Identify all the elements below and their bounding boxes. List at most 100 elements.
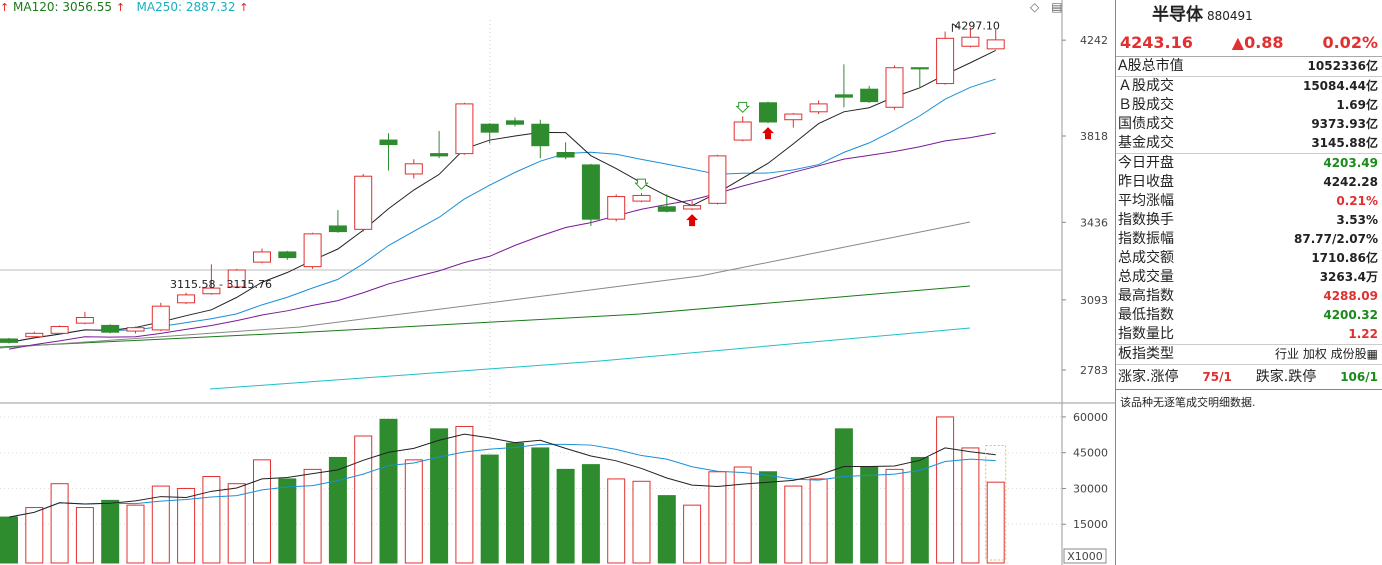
volume-ma10-line [8, 443, 996, 518]
volume-bar [581, 464, 600, 564]
stats-value: 15084.44亿 [1302, 79, 1378, 93]
candle-up [784, 113, 803, 121]
volume-unit-label: X1000 [1067, 550, 1103, 563]
candle-down [0, 338, 18, 343]
candle-up [227, 269, 246, 288]
volume-bar [986, 481, 1005, 564]
volume-bar [733, 466, 752, 564]
volume-bar [75, 507, 94, 564]
stats-row: 指数换手 3.53% [1116, 211, 1382, 230]
price-tick-label: 3093 [1080, 294, 1108, 307]
stats-value: 4203.49 [1323, 156, 1378, 170]
price-tick-label: 3818 [1080, 130, 1108, 143]
tick-data-note: 该品种无逐笔成交明细数据. [1116, 389, 1382, 414]
candle-up [733, 121, 752, 141]
stats-row: 指数量比 1.22 [1116, 325, 1382, 345]
price-tick-label: 3436 [1080, 216, 1108, 229]
stats-value: 1710.86亿 [1311, 251, 1378, 265]
volume-bar [202, 476, 221, 564]
sell-signal-arrow-icon [762, 127, 774, 140]
volume-bar [253, 459, 271, 564]
volume-bar [151, 485, 170, 564]
up-count-value: 75/1 [1202, 370, 1232, 384]
volume-bar [101, 499, 120, 564]
stats-value: 87.77/2.07% [1294, 232, 1378, 246]
volume-bar [834, 428, 853, 564]
price-change-pct: 0.02% [1322, 32, 1378, 52]
volume-bar [506, 442, 524, 564]
volume-bar [809, 478, 828, 564]
volume-bar [0, 516, 18, 564]
stats-row: 总成交额 1710.86亿 [1116, 249, 1382, 268]
candle-up [708, 155, 727, 204]
candle-up [936, 37, 955, 85]
volume-bar [657, 495, 676, 564]
candle-up [75, 316, 94, 324]
candle-down [860, 88, 879, 103]
candle-down [379, 139, 398, 146]
high-annotation: 4297.10 [954, 20, 1000, 33]
candle-down [430, 153, 449, 157]
candle-up [632, 194, 651, 202]
candle-down [531, 123, 550, 147]
up-count-label: 涨家.涨停 [1118, 369, 1179, 385]
plate-type-label: 板指类型 [1118, 346, 1174, 362]
candle-down [101, 324, 120, 333]
candle-down [910, 67, 929, 70]
price-tick-label: 4242 [1080, 34, 1108, 47]
security-title: 半导体 880491 [1116, 0, 1382, 28]
stats-row: 最高指数 4288.09 [1116, 287, 1382, 306]
candle-up [50, 326, 69, 334]
stats-row: A股总市值 1052336亿 [1116, 57, 1382, 77]
candle-down [328, 225, 347, 233]
plate-type-row: 板指类型 行业 加权 成份股▦ [1116, 345, 1382, 365]
candle-up [809, 103, 828, 113]
stats-value: 1.22 [1348, 327, 1378, 341]
stats-label: 指数振幅 [1118, 231, 1174, 247]
stats-row: Ａ股成交 15084.44亿 [1116, 77, 1382, 96]
stats-row: 最低指数 4200.32 [1116, 306, 1382, 325]
volume-bar [379, 418, 398, 564]
candle-up [404, 163, 423, 175]
stats-row: 基金成交 3145.88亿 [1116, 134, 1382, 154]
volume-bar [961, 447, 980, 564]
ma120-up-arrow-icon: ↑ [115, 1, 126, 14]
volume-bar [455, 425, 474, 564]
stats-label: 最低指数 [1118, 307, 1174, 323]
stats-label: 平均涨幅 [1118, 193, 1174, 209]
volume-bar [227, 483, 246, 564]
volume-tick-label: 15000 [1073, 518, 1108, 531]
stats-label: 总成交量 [1118, 269, 1174, 285]
diamond-icon[interactable]: ◇ [1030, 0, 1040, 14]
ma-legend: ↑ MA120: 3056.55 ↑ MA250: 2887.32 ↑ [0, 0, 249, 14]
down-count-value: 106/1 [1340, 370, 1378, 384]
ma120-arrow-icon: ↑ [0, 1, 10, 14]
sell-signal-arrow-icon [686, 214, 699, 227]
volume-bar [50, 483, 69, 564]
stats-row: 平均涨幅 0.21% [1116, 192, 1382, 211]
stats-label: 昨日收盘 [1118, 174, 1174, 190]
stats-label: 国债成交 [1118, 116, 1174, 132]
security-code: 880491 [1207, 9, 1253, 23]
volume-bar [759, 471, 777, 564]
kline-chart[interactable]: 4242 3818 3436 3093 2783 60000 45000 30000 15000… [0, 0, 1115, 565]
ma5-line [8, 49, 996, 343]
candle-down [657, 206, 676, 212]
volume-bar [354, 435, 373, 564]
volume-bar [328, 456, 347, 564]
volume-bar [556, 468, 575, 564]
stats-label: 今日开盘 [1118, 155, 1174, 171]
settings-icon[interactable]: ▤ [1051, 0, 1063, 14]
volume-bar [784, 485, 803, 564]
stats-value: 9373.93亿 [1311, 117, 1378, 131]
volume-bar [910, 456, 929, 564]
price-tick-label: 2783 [1080, 364, 1108, 377]
security-name: 半导体 [1152, 5, 1203, 25]
candle-up [885, 67, 904, 108]
plate-type-value[interactable]: 行业 加权 成份股▦ [1275, 347, 1378, 361]
candle-up [126, 327, 145, 332]
ma120-line [0, 285, 971, 348]
last-price: 4243.16 [1120, 32, 1193, 52]
down-count-label: 跌家.跌停 [1255, 369, 1317, 385]
breadth-row: 涨家.涨停 75/1 跌家.跌停 106/1 [1116, 365, 1382, 389]
